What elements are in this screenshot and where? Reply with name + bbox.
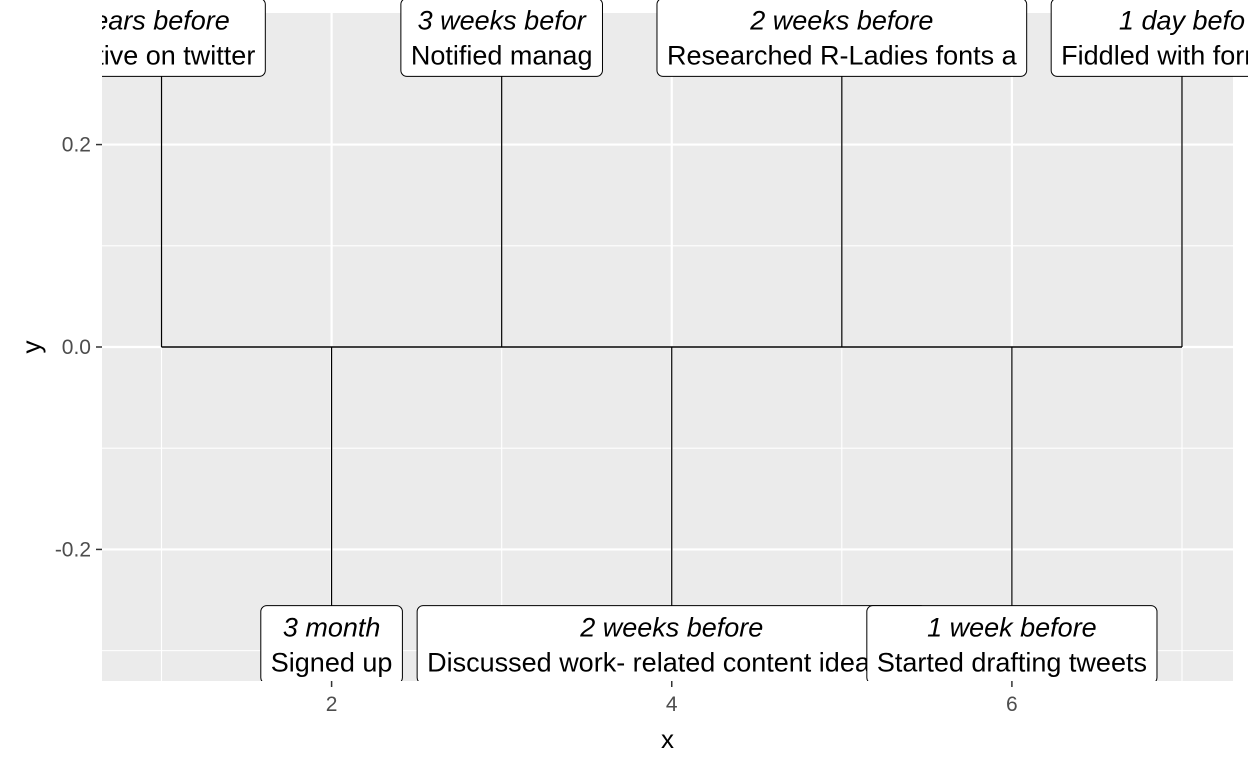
event-label: ears before active on twitter — [68, 0, 266, 77]
event-label-when: ears before — [93, 5, 230, 35]
event-label-box — [1050, 0, 1248, 77]
event-label-when: 2 weeks before — [749, 5, 933, 35]
event-label-box — [400, 0, 603, 77]
event-label: 2 weeks before Researched R-Ladies fonts … — [656, 0, 1028, 77]
axes: 0.2 0.0 -0.2 2 4 6 — [55, 134, 1018, 716]
event-label: 3 month Signed up — [260, 605, 403, 681]
event-label-when: 1 day befo — [1119, 5, 1245, 35]
event-label-what: Started drafting tweets — [877, 648, 1147, 678]
event-label-what: active on twitter — [68, 40, 256, 70]
event-label-what: Signed up — [271, 648, 393, 678]
event-label-when: 2 weeks before — [579, 613, 763, 643]
event-label-box — [260, 605, 403, 681]
event-label-what: Discussed work- related content ideas wi — [427, 648, 916, 678]
event-label-box — [102, 0, 266, 77]
event-label: 3 weeks befor Notified manag — [400, 0, 603, 77]
event-label-what: Notified manag — [411, 40, 593, 70]
y-tick-label: -0.2 — [55, 538, 91, 561]
event-label-box — [866, 605, 1158, 681]
event-label-when: 3 weeks befor — [418, 5, 587, 35]
event-label: 1 day befo Fiddled with formats — [1050, 0, 1248, 77]
x-axis-title: x — [661, 724, 674, 754]
y-tick-label: 0.0 — [62, 336, 91, 359]
event-segments — [160, 43, 1183, 651]
event-label-when: 3 month — [283, 613, 381, 643]
event-label-what: Fiddled with formats — [1061, 40, 1248, 70]
event-label: 1 week before Started drafting tweets — [866, 605, 1158, 681]
event-labels: ears before active on twitter 3 month Signe… — [68, 0, 1248, 681]
event-label: 2 weeks before Discussed work- related co… — [416, 605, 927, 681]
event-label-what: Researched R-Ladies fonts a — [667, 40, 1018, 70]
event-label-box — [656, 0, 1028, 77]
event-label-when: 1 week before — [927, 613, 1097, 643]
y-axis-title: y — [16, 341, 46, 354]
x-tick-label: 6 — [1006, 693, 1018, 716]
x-tick-label: 4 — [666, 693, 678, 716]
x-tick-label: 2 — [326, 693, 338, 716]
y-tick-label: 0.2 — [62, 134, 91, 157]
